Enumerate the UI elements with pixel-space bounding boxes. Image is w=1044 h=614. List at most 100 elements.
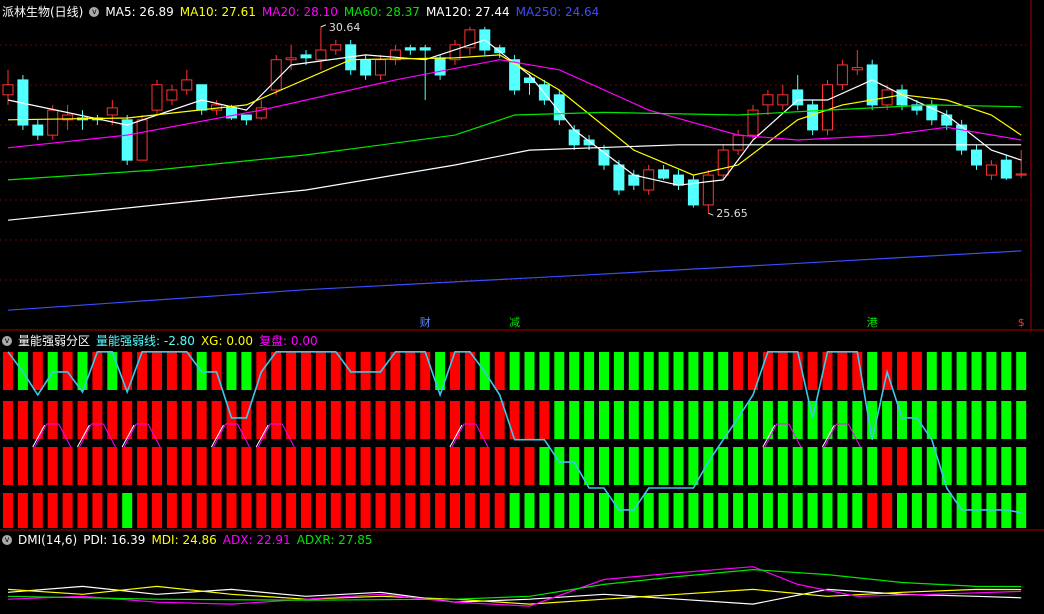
zone-bar bbox=[92, 352, 103, 390]
zone-bar bbox=[196, 493, 207, 528]
zone-bar bbox=[524, 447, 535, 485]
candle-body bbox=[583, 139, 595, 146]
zone-bar bbox=[956, 352, 967, 390]
zone-bar bbox=[17, 493, 28, 528]
zone-bar bbox=[226, 493, 237, 528]
xg-outline bbox=[449, 424, 463, 448]
xg-triangle bbox=[123, 423, 161, 448]
zone-bar bbox=[688, 352, 699, 390]
candle-body bbox=[732, 134, 744, 151]
zone-bar bbox=[137, 493, 148, 528]
zone-bar bbox=[643, 352, 654, 390]
zone-bar bbox=[47, 352, 58, 390]
zone-bar bbox=[345, 493, 356, 528]
zone-bar bbox=[837, 352, 848, 390]
zone-bar bbox=[718, 447, 729, 485]
candle-body bbox=[419, 47, 431, 51]
zone-bar bbox=[286, 447, 297, 485]
candle-body bbox=[777, 94, 789, 106]
zone-bar bbox=[166, 493, 177, 528]
candle-body bbox=[106, 107, 118, 116]
zone-bar bbox=[256, 493, 267, 528]
zone-bar bbox=[47, 401, 58, 439]
zone-bar bbox=[420, 401, 431, 439]
zone-bar bbox=[62, 447, 73, 485]
zone-bar bbox=[673, 401, 684, 439]
zone-bar bbox=[613, 447, 624, 485]
zone-bar bbox=[450, 401, 460, 439]
zone-bar bbox=[971, 352, 982, 390]
zone-bar bbox=[241, 493, 252, 528]
zone-bar bbox=[926, 401, 937, 439]
zone-bar bbox=[628, 352, 639, 390]
candle-body bbox=[404, 47, 416, 51]
zone-bar bbox=[748, 401, 758, 439]
zone-bar bbox=[673, 493, 684, 528]
dmi-label: PDI: 16.39 bbox=[83, 533, 146, 547]
zone-bar bbox=[211, 401, 222, 439]
zone-bar bbox=[464, 401, 475, 439]
zone-bar bbox=[807, 401, 818, 439]
zone-header: v 量能强弱分区 量能强弱线: -2.80 XG: 0.00 复盘: 0.00 bbox=[2, 332, 318, 349]
zone-bar bbox=[405, 447, 416, 485]
zone-bar bbox=[137, 352, 148, 390]
zone-bar bbox=[107, 447, 118, 485]
zone-bar bbox=[32, 401, 43, 439]
zone-bar bbox=[777, 493, 788, 528]
zone-bar bbox=[152, 352, 162, 390]
zone-bar bbox=[867, 493, 878, 528]
candle-body bbox=[494, 47, 506, 54]
zone-bar bbox=[494, 447, 505, 485]
zone-bar bbox=[286, 352, 297, 390]
zone-bar bbox=[777, 447, 788, 485]
zone-bar bbox=[613, 352, 624, 390]
zone-bar bbox=[405, 401, 416, 439]
candle-body bbox=[166, 89, 178, 101]
xg-outline bbox=[762, 424, 776, 448]
zone-bar bbox=[62, 401, 73, 439]
zone-bar bbox=[122, 352, 133, 390]
zone-bar bbox=[196, 447, 207, 485]
zone-bar bbox=[390, 401, 401, 439]
zone-bar bbox=[405, 352, 416, 390]
zone-bar bbox=[315, 352, 326, 390]
zone-bar bbox=[599, 447, 609, 485]
zone-bar bbox=[911, 401, 922, 439]
zone-bar bbox=[718, 352, 729, 390]
zone-bar bbox=[137, 401, 148, 439]
zone-bar bbox=[301, 401, 311, 439]
zone-bar bbox=[628, 447, 639, 485]
zone-bar bbox=[375, 447, 386, 485]
candle-body bbox=[717, 149, 729, 176]
zone-bar bbox=[733, 447, 744, 485]
zone-bar bbox=[166, 447, 177, 485]
zone-bar bbox=[509, 352, 520, 390]
zone-bar bbox=[792, 447, 803, 485]
zone-bar bbox=[822, 493, 833, 528]
menu-icon[interactable]: v bbox=[2, 335, 12, 346]
candle-body bbox=[226, 107, 237, 119]
zone-bar bbox=[852, 447, 863, 485]
zone-bar bbox=[703, 352, 714, 390]
stock-title: 派林生物(日线) bbox=[2, 5, 84, 19]
xg-outline bbox=[211, 424, 224, 448]
dmi-label: MDI: 24.86 bbox=[151, 533, 217, 547]
zone-bar bbox=[152, 401, 162, 439]
candle-body bbox=[911, 104, 923, 111]
zone-bar bbox=[301, 352, 311, 390]
zone-bar bbox=[360, 447, 371, 485]
zone-bar bbox=[822, 447, 833, 485]
zone-bar bbox=[256, 447, 267, 485]
zone-bar bbox=[271, 352, 282, 390]
dmi-header: v DMI(14,6) PDI: 16.39 MDI: 24.86 ADX: 22.9… bbox=[2, 533, 373, 547]
zone-bar bbox=[390, 493, 401, 528]
zone-bar bbox=[92, 493, 103, 528]
menu-icon[interactable]: v bbox=[2, 535, 12, 545]
zone-bar bbox=[375, 401, 386, 439]
zone-bar bbox=[330, 352, 341, 390]
zone-bar bbox=[330, 447, 341, 485]
candle-body bbox=[330, 44, 342, 51]
ma-line bbox=[7, 144, 1022, 221]
zone-bar bbox=[226, 352, 237, 390]
menu-icon[interactable]: v bbox=[89, 6, 100, 17]
